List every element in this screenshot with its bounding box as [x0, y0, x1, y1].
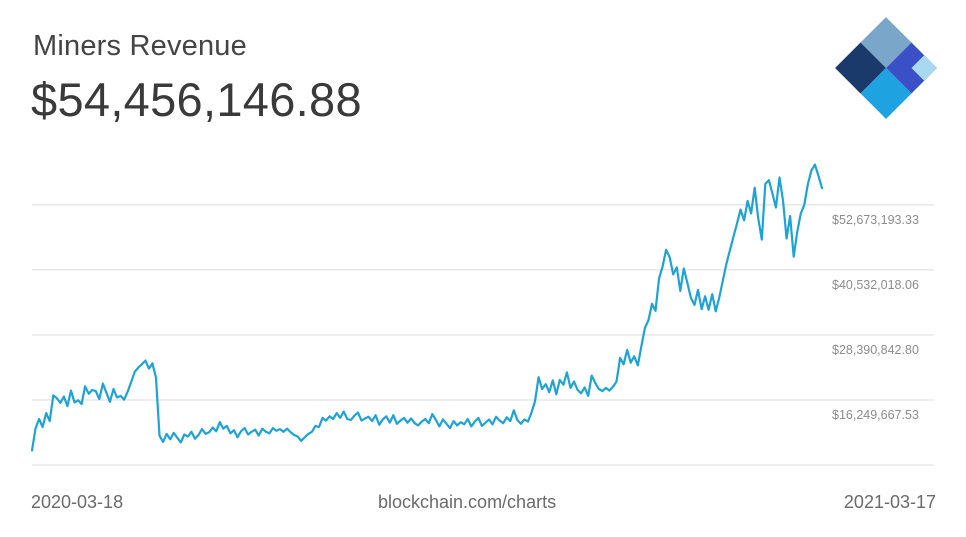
current-value: $54,456,146.88 [31, 73, 362, 126]
y-tick-label: $52,673,193.33 [832, 213, 919, 227]
y-axis-ticks: $16,249,667.53 $28,390,842.80 $40,532,018.… [832, 213, 919, 422]
grid-layer [32, 204, 934, 466]
revenue-line [30, 163, 824, 452]
chart-title: Miners Revenue [33, 30, 247, 62]
y-tick-label: $40,532,018.06 [832, 278, 919, 292]
start-date-label: 2020-03-18 [31, 492, 124, 512]
source-link[interactable]: blockchain.com/charts [378, 492, 557, 512]
y-tick-label: $28,390,842.80 [832, 343, 919, 357]
end-date-label: 2021-03-17 [843, 492, 936, 512]
logo-tile-accent [911, 55, 937, 81]
logo-tile-top [860, 17, 912, 68]
logo-tile-bottom [860, 68, 912, 119]
y-tick-label: $16,249,667.53 [832, 408, 919, 422]
blockchain-logo-icon [835, 17, 937, 119]
